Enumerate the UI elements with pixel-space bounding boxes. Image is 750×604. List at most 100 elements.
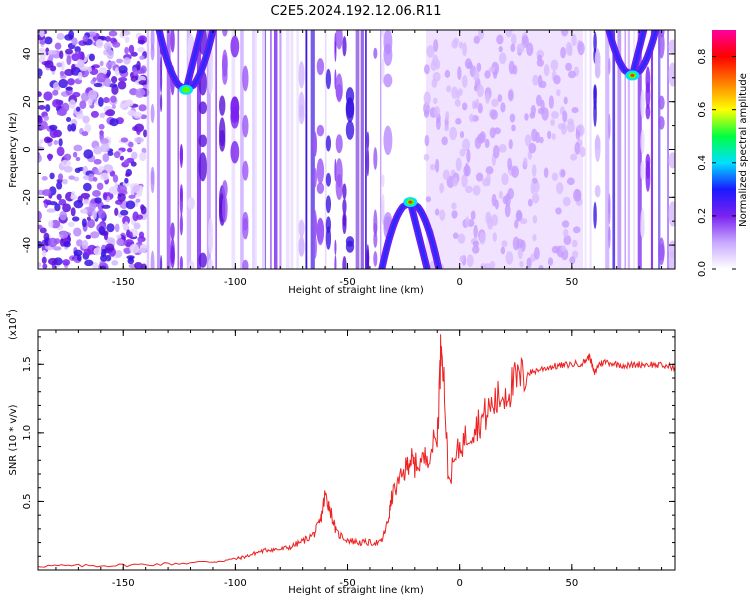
snr-multiplier: (x104) [5,309,19,340]
heatmap-diffuse-texture [552,172,558,181]
heatmap-speckle [136,88,146,96]
heatmap-diffuse-texture [560,47,566,59]
heatmap-speckle [103,192,108,200]
colorbar-tick-label: 0.8 [697,49,708,65]
heatmap-speckle [44,60,53,68]
heatmap-speckle [117,193,125,202]
heatmap-speckle [128,232,133,239]
heatmap-speckle [42,176,48,181]
heatmap-speckle [127,148,132,152]
heatmap-streak-blob [313,168,317,188]
heatmap-diffuse-texture [528,143,536,154]
heatmap-speckle [103,97,110,103]
heatmap-diffuse-texture [424,154,430,161]
heatmap-diffuse-texture [465,186,473,193]
heatmap-streak-blob [151,104,155,123]
heatmap-diffuse-texture [539,81,546,89]
heatmap-diffuse-texture [555,207,561,214]
heatmap-diffuse-texture [489,67,496,73]
heatmap-diffuse-texture [568,44,572,57]
heatmap-y-tick-label: 0 [22,146,33,152]
heatmap-diffuse-texture [474,36,480,44]
heatmap-streak-blob [658,244,664,261]
heatmap-diffuse-texture [465,216,469,227]
heatmap-speckle [87,67,92,73]
heatmap-diffuse-texture [505,204,511,218]
heatmap-diffuse-texture [432,55,438,66]
heatmap-diffuse-texture [499,191,503,199]
heatmap-diffuse-texture [549,95,554,108]
heatmap-streak-blob [342,215,346,234]
heatmap-diffuse-texture [492,194,497,207]
heatmap-diffuse-texture [473,185,481,195]
heatmap-speckle [100,143,109,152]
heatmap-diffuse-texture [460,131,464,138]
heatmap-diffuse-texture [458,233,466,243]
snr-x-tick-label: 0 [456,578,462,589]
heatmap-diffuse-texture [518,247,523,259]
heatmap-diffuse-texture [570,154,577,161]
heatmap-streak-blob [317,58,324,75]
heatmap-streak-blob [336,73,343,102]
heatmap-streak-blob [334,255,336,275]
heatmap-speckle [82,199,91,204]
heatmap-speckle [134,137,144,143]
heatmap-diffuse-texture [431,78,437,87]
heatmap-speckle [106,61,113,68]
heatmap-speckle [91,111,99,118]
heatmap-diffuse-texture [433,39,438,52]
heatmap-diffuse-texture [534,247,540,260]
heatmap-diffuse-texture [501,240,507,247]
heatmap-speckle [99,124,105,130]
heatmap-streak-blob [608,227,610,249]
heatmap-speckle [83,35,89,42]
colorbar-tick-label: 0.6 [697,102,708,118]
heatmap-diffuse-texture [491,214,498,226]
heatmap-streak-blob [334,240,336,255]
heatmap-diffuse-texture [506,251,514,265]
heatmap-streak [380,30,381,269]
heatmap-speckle [92,190,101,197]
heatmap-speckle [132,211,138,221]
heatmap-diffuse-texture [564,97,568,105]
heatmap-x-axis-label: Height of straight line (km) [288,285,424,296]
heatmap-speckle [56,62,62,67]
heatmap-speckle [83,183,92,192]
heatmap-speckle [63,241,71,247]
heatmap-speckle [94,197,101,203]
heatmap-diffuse-texture [558,123,565,130]
heatmap-speckle [106,223,114,232]
heatmap-speckle [71,207,76,216]
page-title: C2E5.2024.192.12.06.R11 [270,4,441,19]
heatmap-diffuse-texture [445,70,451,78]
heatmap-diffuse-texture [562,220,569,227]
heatmap-speckle [82,116,89,124]
heatmap-streak-blob [595,136,601,150]
heatmap-streak-blob [608,113,610,139]
heatmap-streak-blob [313,214,317,237]
heatmap-diffuse-texture [458,88,463,96]
heatmap-speckle [48,154,52,162]
heatmap-speckle [58,79,68,88]
heatmap-speckle [45,104,50,112]
heatmap-diffuse-texture [531,182,535,195]
heatmap-diffuse-texture [499,52,507,64]
heatmap-streak-blob [242,115,248,138]
heatmap-diffuse-texture [575,189,582,201]
heatmap-diffuse-texture [532,234,536,241]
heatmap-diffuse-texture [462,102,467,110]
heatmap-diffuse-texture [507,188,514,199]
heatmap-streak-blob [299,61,305,89]
heatmap-streak-blob [180,214,183,235]
heatmap-streak-blob [198,101,207,114]
heatmap-speckle [36,68,43,77]
cusp-apex-peak [408,201,412,204]
heatmap-speckle [136,61,141,71]
heatmap-streak-blob [645,154,650,169]
heatmap-diffuse-texture [514,219,518,228]
heatmap-speckle [48,258,58,265]
heatmap-diffuse-texture [510,44,515,52]
heatmap-diffuse-texture [476,85,484,98]
